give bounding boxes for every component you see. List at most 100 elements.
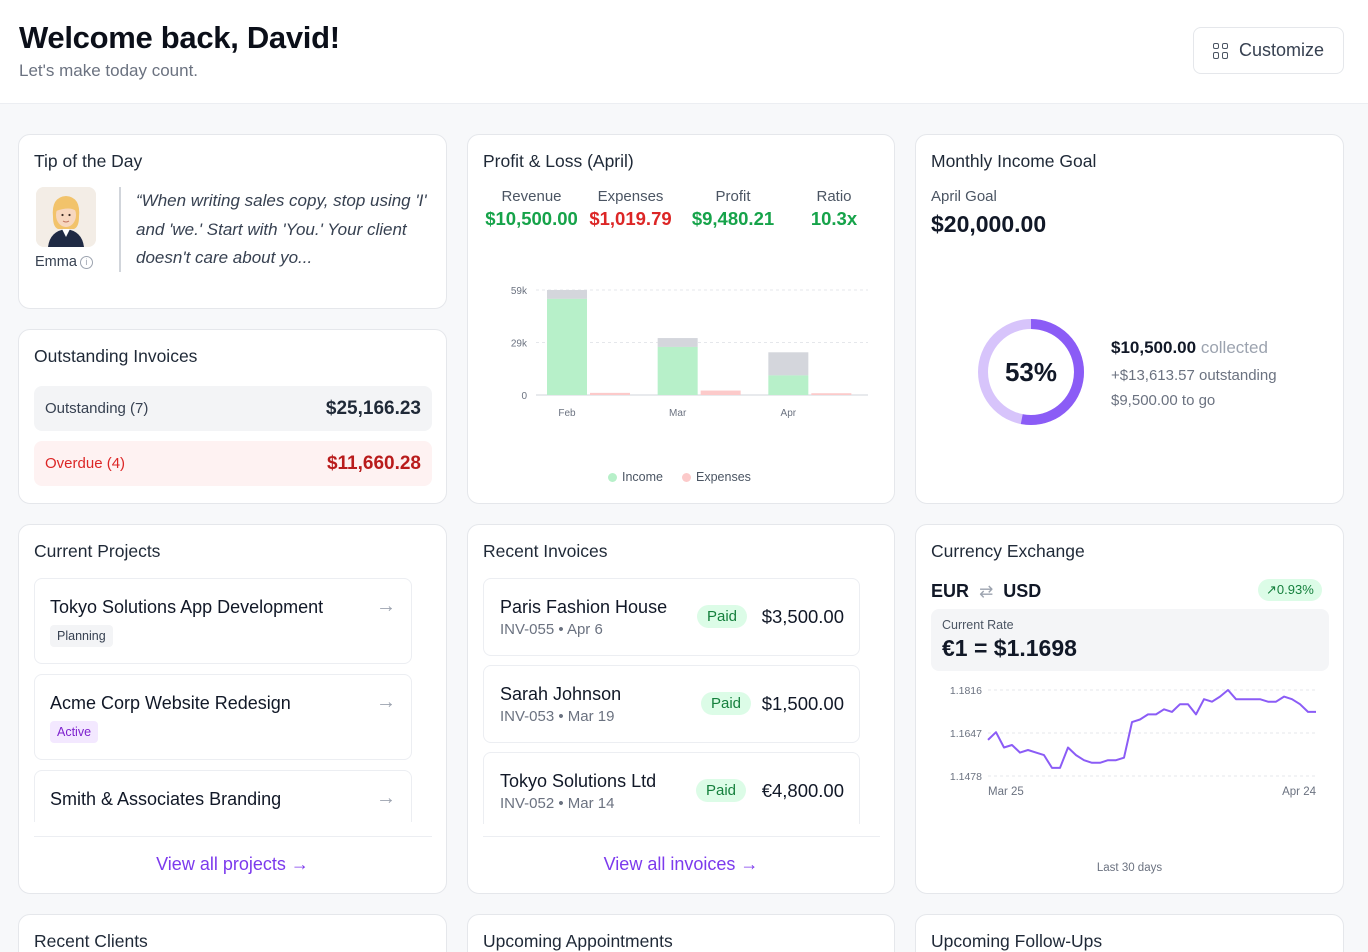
view-all-projects-link[interactable]: View all projects → (156, 854, 309, 874)
income-goal-card: Monthly Income Goal April Goal $20,000.0… (915, 134, 1344, 504)
goal-percent: 53% (1004, 356, 1058, 387)
invoice-item[interactable]: Sarah Johnson INV-053 • Mar 19 Paid $1,5… (483, 665, 860, 743)
invoice-meta: INV-052 • Mar 14 (500, 795, 615, 812)
pl-revenue: Revenue $10,500.00 (483, 188, 580, 230)
upcoming-appointments-card: Upcoming Appointments (467, 914, 895, 952)
outstanding-invoices-card: Outstanding Invoices Outstanding (7) $25… (18, 329, 447, 504)
goal-collected: $10,500.00 collected (1111, 338, 1268, 358)
projects-title: Current Projects (34, 541, 161, 561)
currency-from: EUR (931, 581, 970, 601)
legend-income-label: Income (622, 470, 663, 484)
bar-expenses (590, 392, 630, 395)
project-item[interactable]: Acme Corp Website Redesign → Active (34, 674, 412, 760)
legend-expenses: Expenses (682, 470, 751, 484)
page-subtitle: Let's make today count. (19, 61, 199, 80)
tip-author: Emma i (35, 254, 93, 270)
rate-line (987, 689, 1316, 769)
goal-outstanding: +$13,613.57 outstanding (1111, 367, 1277, 384)
recent-invoices-card: Recent Invoices Paris Fashion House INV-… (467, 524, 895, 894)
rate-box: Current Rate €1 = $1.1698 (931, 609, 1329, 671)
status-badge: Paid (701, 692, 752, 715)
invoice-item[interactable]: Tokyo Solutions Ltd INV-052 • Mar 14 Pai… (483, 752, 860, 824)
currency-pair[interactable]: EUR ⇄ USD (931, 581, 1041, 602)
pl-expenses-value: $1,019.79 (589, 208, 672, 229)
pl-profit: Profit $9,480.21 (690, 188, 776, 230)
legend-expenses-label: Expenses (696, 470, 751, 484)
y-tick-label: 1.1478 (950, 771, 982, 783)
pl-expenses-label: Expenses (597, 188, 664, 205)
currency-to: USD (1003, 581, 1042, 601)
invoice-amount: $3,500.00 (761, 606, 844, 627)
view-all-invoices-link[interactable]: View all invoices → (603, 854, 759, 874)
invoice-client: Paris Fashion House (500, 597, 668, 617)
invoice-item[interactable]: Paris Fashion House INV-055 • Apr 6 Paid… (483, 578, 860, 656)
list-divider (483, 836, 880, 837)
page-header: Welcome back, David! Let's make today co… (0, 0, 1368, 104)
appointments-title: Upcoming Appointments (483, 931, 673, 951)
outstanding-row[interactable]: Outstanding (7) $25,166.23 (34, 386, 432, 431)
y-tick-label: 59k (511, 286, 528, 297)
y-tick-label: 29k (511, 339, 528, 350)
pl-title: Profit & Loss (April) (483, 151, 634, 171)
x-tick-label: Apr 24 (1282, 786, 1316, 798)
pl-revenue-value: $10,500.00 (485, 208, 578, 229)
rate-label: Current Rate (942, 618, 1014, 632)
outstanding-amount: $25,166.23 (325, 397, 421, 419)
swap-icon[interactable]: ⇄ (979, 581, 994, 601)
pl-ratio: Ratio 10.3x (801, 188, 867, 230)
outstanding-label: Outstanding (7) (45, 400, 149, 417)
goal-title: Monthly Income Goal (931, 151, 1097, 171)
y-tick-label: 0 (521, 391, 527, 402)
income-dot (608, 472, 617, 482)
change-value: 0.93% (1276, 582, 1314, 597)
current-projects-card: Current Projects Tokyo Solutions App Dev… (18, 524, 447, 894)
chart-footer: Last 30 days (1096, 862, 1163, 874)
arrow-right-icon[interactable]: → (376, 787, 396, 809)
followups-title: Upcoming Follow-Ups (931, 931, 1103, 951)
overdue-row[interactable]: Overdue (4) $11,660.28 (34, 441, 432, 486)
x-tick-label: Mar (669, 408, 687, 419)
rate-value: €1 = $1.1698 (942, 635, 1077, 661)
page-title: Welcome back, David! (19, 20, 340, 55)
bar-cap (768, 352, 809, 376)
arrow-right-icon[interactable]: → (376, 691, 396, 713)
bar-cap (547, 290, 587, 299)
invoice-amount: €4,800.00 (761, 780, 844, 801)
goal-collected-word: collected (1200, 338, 1268, 357)
upcoming-followups-card: Upcoming Follow-Ups (915, 914, 1344, 952)
recent-clients-card: Recent Clients (18, 914, 447, 952)
y-tick-label: 1.1647 (950, 728, 982, 740)
invoice-amount: $1,500.00 (761, 693, 844, 714)
currency-chart: 1.1816 1.1647 1.1478 Mar 25 Apr 24 (950, 685, 1317, 798)
quote-divider (119, 187, 121, 272)
goal-amount: $20,000.00 (931, 211, 1047, 237)
project-item[interactable]: Smith & Associates Branding → (34, 770, 412, 822)
customize-button[interactable]: Customize (1193, 27, 1344, 74)
project-item[interactable]: Tokyo Solutions App Development → Planni… (34, 578, 412, 664)
bar-expenses (811, 393, 852, 395)
pl-ratio-label: Ratio (816, 188, 852, 205)
overdue-label: Overdue (4) (45, 455, 126, 472)
outstanding-title: Outstanding Invoices (34, 346, 198, 366)
pl-profit-label: Profit (715, 188, 751, 205)
bar-income (657, 346, 698, 395)
tip-title: Tip of the Day (34, 151, 143, 171)
bar-cap (657, 338, 698, 347)
legend-income: Income (608, 470, 663, 484)
list-divider (34, 836, 432, 837)
arrow-right-icon[interactable]: → (376, 595, 396, 617)
bar-expenses (700, 390, 741, 395)
x-tick-label: Mar 25 (988, 786, 1024, 798)
profit-loss-card: Profit & Loss (April) Revenue $10,500.00… (467, 134, 895, 504)
status-badge: Planning (50, 625, 113, 647)
project-name: Tokyo Solutions App Development (50, 597, 324, 617)
info-icon[interactable]: i (79, 255, 93, 269)
author-name: Emma (35, 254, 77, 270)
goal-progress-ring (978, 319, 1084, 425)
change-badge: ↗0.93% (1258, 579, 1322, 601)
currency-title: Currency Exchange (931, 541, 1085, 561)
invoice-meta: INV-053 • Mar 19 (500, 708, 615, 725)
status-badge: Paid (696, 779, 747, 802)
project-name: Acme Corp Website Redesign (50, 693, 291, 713)
goal-to-go: $9,500.00 to go (1111, 392, 1216, 409)
